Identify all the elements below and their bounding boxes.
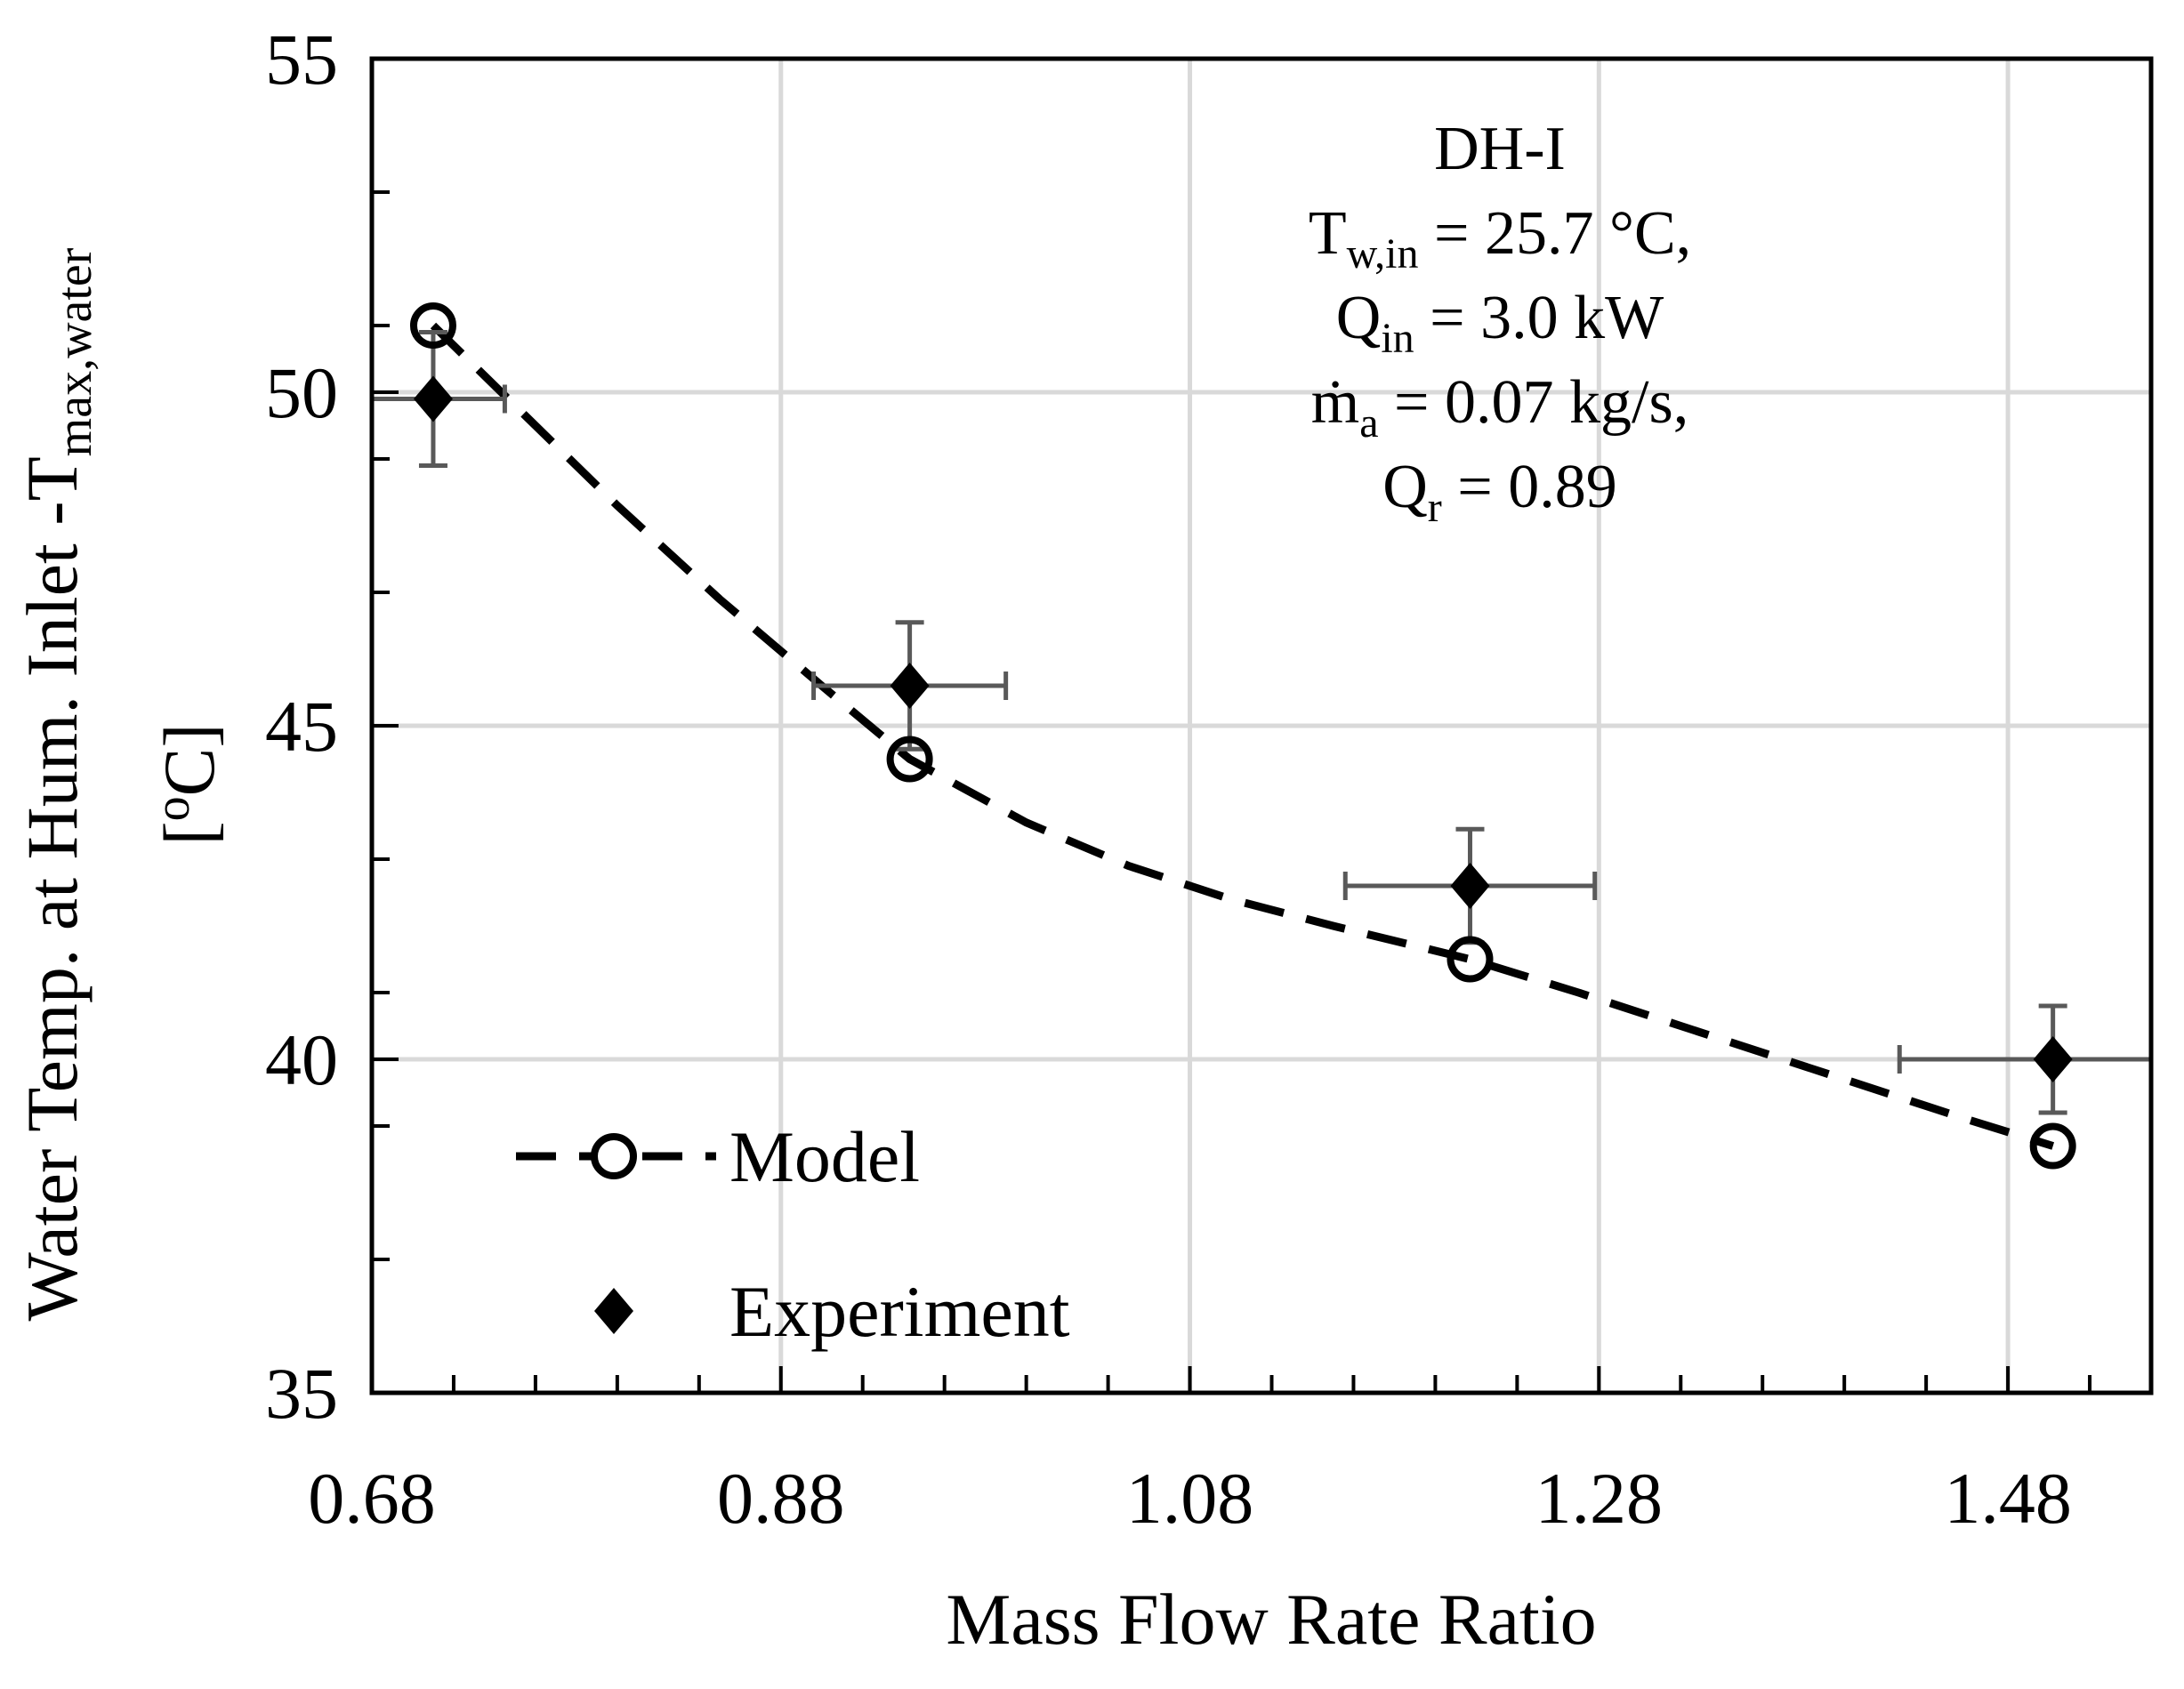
model-point — [886, 736, 933, 783]
y-tick-labels: 35 40 45 50 55 — [265, 19, 338, 1434]
legend-item-experiment: Experiment — [594, 1271, 1070, 1352]
legend-experiment-marker — [594, 1288, 633, 1334]
annotation-line-q-r: Qr = 0.89 — [1382, 453, 1617, 531]
y-tick-label: 35 — [265, 1353, 338, 1434]
grid — [372, 59, 2151, 1393]
legend-experiment-label: Experiment — [729, 1271, 1070, 1352]
y-axis-label-line2: [oC] — [145, 723, 230, 845]
x-axis-label: Mass Flow Rate Ratio — [946, 1579, 1596, 1660]
annotation-line-q-in: Qin = 3.0 kW — [1336, 284, 1664, 362]
condition-annotation: DH-I Tw,in = 25.7 °C, Qin = 3.0 kW ṁa = … — [1309, 115, 1691, 531]
annotation-title: DH-I — [1434, 115, 1566, 183]
experiment-points — [413, 375, 2073, 1082]
model-curve — [430, 322, 2055, 1150]
x-tick-label: 1.28 — [1535, 1458, 1664, 1539]
model-point — [409, 302, 456, 349]
x-tick-label: 0.88 — [717, 1458, 845, 1539]
axis-ticks — [372, 190, 2092, 1393]
x-tick-label: 1.08 — [1126, 1458, 1254, 1539]
x-tick-label: 0.68 — [308, 1458, 436, 1539]
x-tick-label: 1.48 — [1944, 1458, 2072, 1539]
model-point — [2029, 1122, 2076, 1170]
experiment-point — [1450, 863, 1490, 909]
x-tick-labels: 0.68 0.88 1.08 1.28 1.48 — [308, 1458, 2072, 1539]
model-curve-group — [430, 322, 2055, 1150]
experiment-point — [2033, 1036, 2073, 1082]
y-tick-label: 40 — [265, 1019, 338, 1100]
model-points — [409, 302, 2076, 1170]
y-tick-label: 50 — [265, 352, 338, 433]
annotation-line-m-a: ṁa = 0.07 kg/s, — [1311, 368, 1688, 446]
legend-model-marker — [591, 1133, 637, 1179]
annotation-line-tw-in: Tw,in = 25.7 °C, — [1309, 199, 1691, 277]
y-axis-label-line1: Water Temp. at Hum. Inlet -Tmax,water — [12, 247, 102, 1321]
legend-item-model: Model — [516, 1116, 920, 1197]
legend: Model Experiment — [516, 1116, 1070, 1352]
experiment-point — [413, 375, 453, 422]
legend-model-label: Model — [729, 1116, 920, 1197]
experiment-point — [890, 663, 930, 709]
y-tick-label: 55 — [265, 19, 338, 100]
model-point — [1447, 936, 1494, 983]
y-tick-label: 45 — [265, 686, 338, 767]
